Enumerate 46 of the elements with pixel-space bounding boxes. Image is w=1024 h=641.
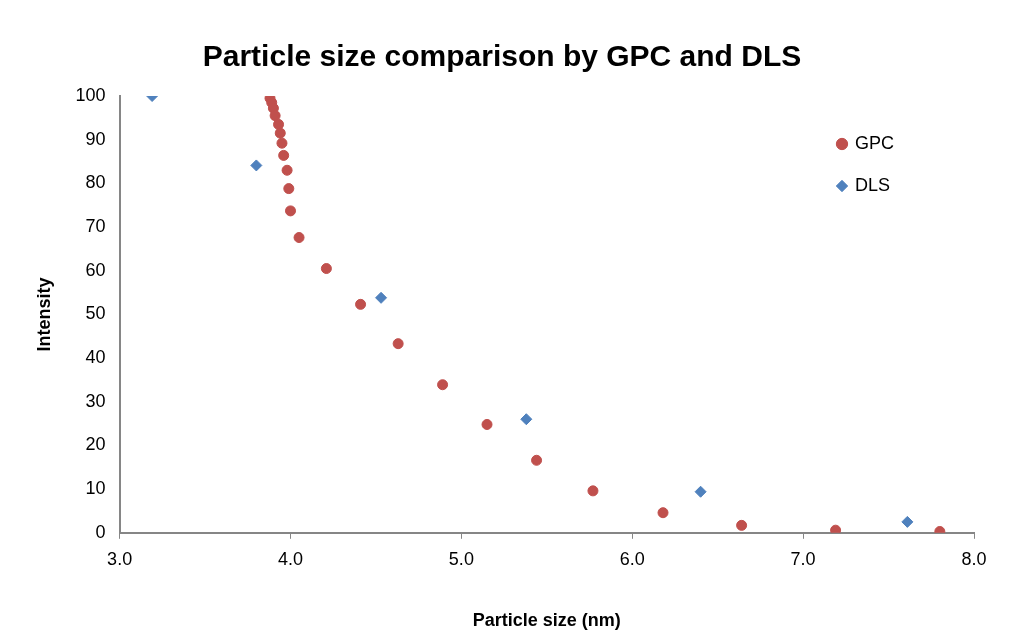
legend-label: DLS <box>854 174 891 195</box>
y-tick-label: 30 <box>85 390 106 411</box>
x-tick-label: 5.0 <box>448 548 474 569</box>
point <box>392 338 404 350</box>
y-tick-label: 90 <box>85 128 106 149</box>
point <box>901 515 914 528</box>
point <box>285 205 297 217</box>
point <box>281 164 293 176</box>
y-tick-label: 50 <box>85 303 106 324</box>
point <box>481 418 493 430</box>
y-tick-label: 70 <box>85 216 106 237</box>
point <box>830 524 842 533</box>
x-tick-label: 8.0 <box>961 548 987 569</box>
point <box>587 485 599 497</box>
y-tick-label: 10 <box>85 478 106 499</box>
y-axis-title: Intensity <box>33 277 54 352</box>
point <box>531 454 543 466</box>
point <box>278 149 290 161</box>
y-tick-label: 60 <box>85 259 106 280</box>
x-tick-label: 7.0 <box>790 548 816 569</box>
y-tick-label: 100 <box>75 84 106 105</box>
point <box>269 110 281 122</box>
y-tick-label: 20 <box>85 434 106 455</box>
point <box>736 519 748 531</box>
point <box>283 183 295 195</box>
y-tick-label: 80 <box>85 172 106 193</box>
point <box>437 379 449 391</box>
chart-title: Particle size comparison by GPC and DLS <box>202 39 802 73</box>
point <box>320 263 332 275</box>
legend-label: GPC <box>854 132 895 153</box>
point <box>694 485 707 498</box>
x-tick-label: 6.0 <box>619 548 645 569</box>
point <box>355 298 367 310</box>
point <box>274 127 286 139</box>
y-tick-label: 0 <box>95 521 106 542</box>
point <box>276 137 288 149</box>
point <box>375 291 388 304</box>
x-tick-label: 3.0 <box>107 548 133 569</box>
point <box>520 413 533 426</box>
x-tick-label: 4.0 <box>277 548 304 569</box>
y-tick-label: 40 <box>85 347 106 368</box>
point <box>293 232 305 244</box>
point <box>273 118 285 130</box>
x-axis-title: Particle size (nm) <box>472 610 621 631</box>
point <box>250 159 263 172</box>
point <box>657 507 669 519</box>
